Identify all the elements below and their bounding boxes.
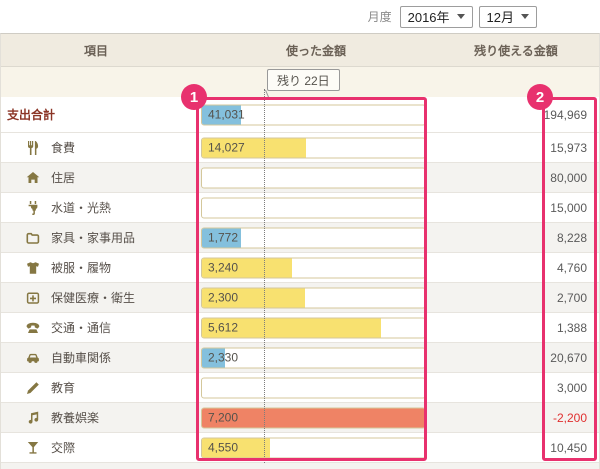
table-row[interactable]: 支出合計 41,031 194,969 xyxy=(1,97,599,133)
table-row[interactable]: 自動車関係 2,330 20,670 xyxy=(1,343,599,373)
spent-bar xyxy=(201,377,426,398)
remaining-amount: 8,228 xyxy=(556,230,587,245)
spent-bar-fill xyxy=(202,438,270,457)
category-label: 交際 xyxy=(51,441,76,455)
remaining-amount: 1,388 xyxy=(556,320,587,335)
firstaid-icon xyxy=(25,290,41,306)
spent-bar: 2,330 xyxy=(201,347,426,368)
category-label: 住居 xyxy=(51,171,76,185)
utensils-icon xyxy=(25,140,41,156)
spent-bar-fill xyxy=(202,288,305,307)
category-label: 教育 xyxy=(51,381,76,395)
spent-bar: 41,031 xyxy=(201,104,426,125)
year-select-value: 2016年 xyxy=(407,10,450,25)
budget-table: 項目 使った金額 残り使える金額 残り 22日 支出合計 41,031 194,… xyxy=(0,33,600,469)
spent-amount: 3,240 xyxy=(208,260,239,275)
table-row[interactable]: 被服・履物 3,240 4,760 xyxy=(1,253,599,283)
table-row[interactable]: 教育 3,000 xyxy=(1,373,599,403)
category-label: 保健医療・衛生 xyxy=(51,291,136,305)
category-label: 自動車関係 xyxy=(51,351,112,365)
music-note-icon xyxy=(25,410,41,426)
spent-amount: 7,200 xyxy=(208,410,239,425)
remaining-amount: 10,450 xyxy=(550,440,587,455)
spent-bar-fill xyxy=(202,258,293,277)
car-icon xyxy=(25,350,41,366)
topbar: 月度 2016年 12月 xyxy=(0,0,600,33)
spent-bar: 1,772 xyxy=(201,227,426,248)
spent-bar: 4,550 xyxy=(201,437,426,458)
plug-icon xyxy=(25,200,41,216)
spent-bar-fill xyxy=(202,105,241,124)
category-label: 水道・光熱 xyxy=(51,201,112,215)
remaining-amount: 15,000 xyxy=(550,200,587,215)
spent-bar: 2,300 xyxy=(201,287,426,308)
spent-bar: 3,240 xyxy=(201,257,426,278)
remaining-amount: 3,000 xyxy=(556,380,587,395)
spent-bar-fill xyxy=(202,138,307,157)
spent-bar-fill xyxy=(202,408,425,427)
remaining-amount: 194,969 xyxy=(543,107,587,122)
spent-amount: 2,300 xyxy=(208,290,239,305)
spent-bar: 7,200 xyxy=(201,407,426,428)
spent-amount: 2,330 xyxy=(208,350,239,365)
header-spent-amount: 使った金額 xyxy=(285,43,346,58)
month-select[interactable]: 12月 xyxy=(478,5,537,28)
spent-bar: 5,612 xyxy=(201,317,426,338)
spent-amount: 5,612 xyxy=(208,320,239,335)
folder-icon xyxy=(25,230,41,246)
month-select-value: 12月 xyxy=(486,10,514,25)
table-row[interactable]: 家具・家事用品 1,772 8,228 xyxy=(1,223,599,253)
category-label: 交通・通信 xyxy=(51,321,112,335)
chevron-down-icon xyxy=(456,14,465,19)
remaining-amount: 4,760 xyxy=(556,260,587,275)
spent-bar xyxy=(201,197,426,218)
spent-bar-fill xyxy=(202,318,381,337)
table-row[interactable]: 住居 80,000 xyxy=(1,163,599,193)
tshirt-icon xyxy=(25,260,41,276)
days-remaining-tooltip: 残り 22日 xyxy=(267,69,340,91)
spent-amount: 41,031 xyxy=(208,107,245,122)
pencil-icon xyxy=(25,380,41,396)
cocktail-icon xyxy=(25,440,41,456)
year-select[interactable]: 2016年 xyxy=(399,5,473,28)
table-row[interactable]: 交通・通信 5,612 1,388 xyxy=(1,313,599,343)
remaining-amount: 80,000 xyxy=(550,170,587,185)
table-body: 支出合計 41,031 194,969 食費 14,027 15,973 住居 … xyxy=(1,97,599,463)
table-header-row: 項目 使った金額 残り使える金額 xyxy=(1,34,599,67)
category-label: 教養娯楽 xyxy=(51,411,100,425)
category-label: 食費 xyxy=(51,141,76,155)
remaining-amount: 20,670 xyxy=(550,350,587,365)
period-label: 月度 xyxy=(367,10,392,24)
remaining-amount: 15,973 xyxy=(550,140,587,155)
spent-bar-fill xyxy=(202,228,242,247)
tooltip-row: 残り 22日 xyxy=(1,67,599,99)
spent-bar xyxy=(201,167,426,188)
header-remaining-amount: 残り使える金額 xyxy=(474,43,558,58)
category-label: 家具・家事用品 xyxy=(51,231,136,245)
spent-amount: 14,027 xyxy=(208,140,245,155)
table-row[interactable]: 交際 4,550 10,450 xyxy=(1,433,599,463)
table-row[interactable]: 水道・光熱 15,000 xyxy=(1,193,599,223)
header-item: 項目 xyxy=(83,43,108,58)
next-row-partial xyxy=(1,463,599,469)
category-label: 支出合計 xyxy=(7,108,56,122)
spent-bar: 14,027 xyxy=(201,137,426,158)
table-row[interactable]: 保健医療・衛生 2,300 2,700 xyxy=(1,283,599,313)
spent-amount: 1,772 xyxy=(208,230,239,245)
phone-icon xyxy=(25,320,41,336)
house-icon xyxy=(25,170,41,186)
remaining-amount: -2,200 xyxy=(552,410,587,425)
category-label: 被服・履物 xyxy=(51,261,112,275)
table-row[interactable]: 教養娯楽 7,200 -2,200 xyxy=(1,403,599,433)
spent-bar-fill xyxy=(202,348,225,367)
spent-amount: 4,550 xyxy=(208,440,239,455)
remaining-amount: 2,700 xyxy=(556,290,587,305)
table-row[interactable]: 食費 14,027 15,973 xyxy=(1,133,599,163)
chevron-down-icon xyxy=(521,14,529,19)
